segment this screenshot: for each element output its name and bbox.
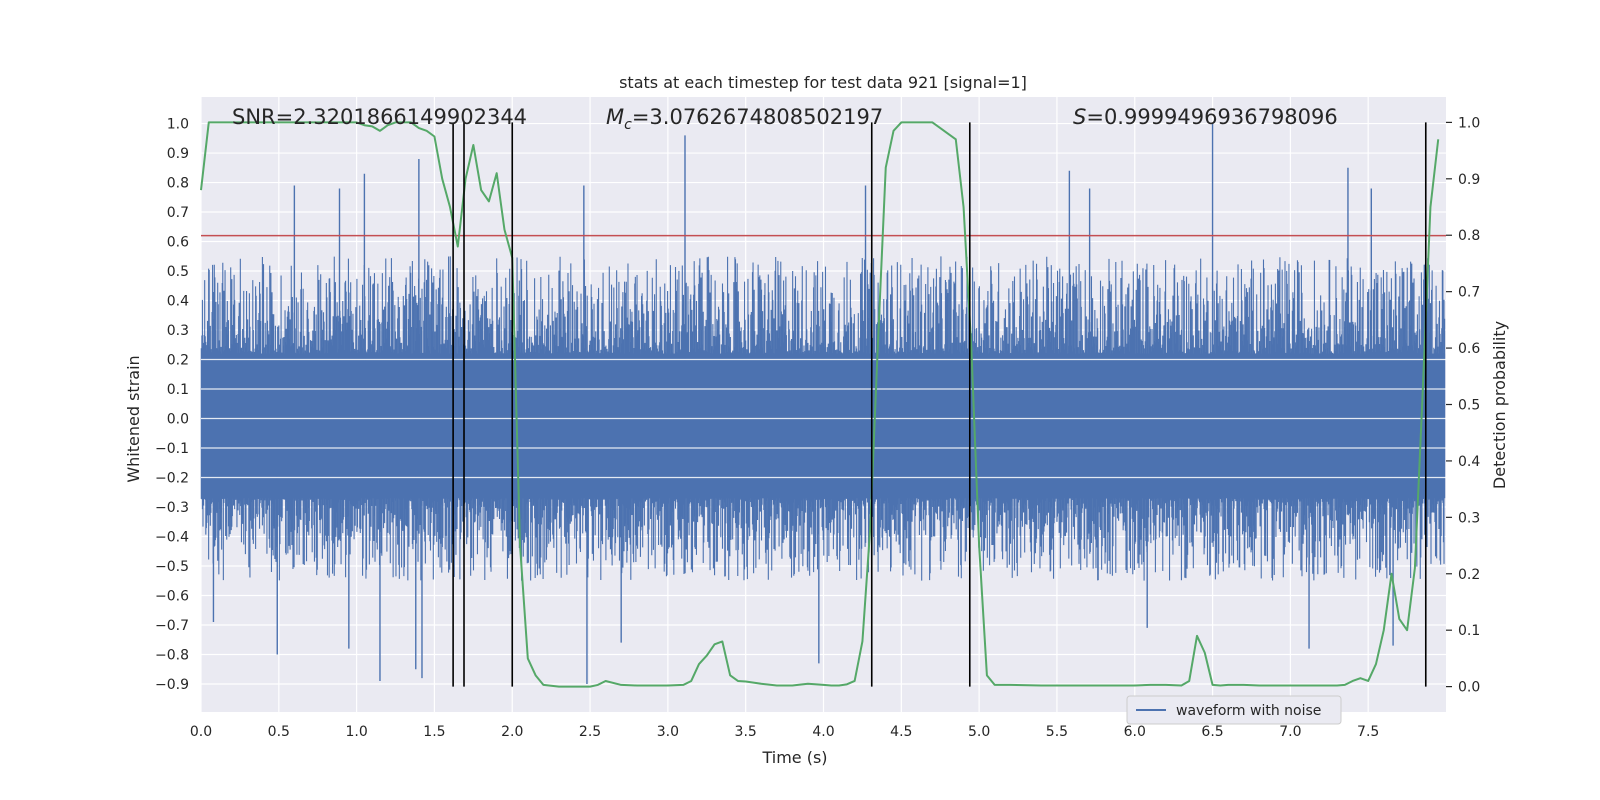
score-annotation: S=0.9999496936798096: [1073, 105, 1338, 129]
y-left-tick-label: 0.8: [167, 176, 189, 192]
y-left-tick-label: 0.7: [167, 205, 189, 221]
chirp-mass-value: =3.0762674808502197: [632, 105, 883, 129]
y-left-tick-label: −0.9: [155, 677, 189, 693]
x-tick-label: 4.0: [812, 724, 834, 740]
legend-box: [1126, 695, 1342, 725]
y-left-tick-label: −0.4: [155, 529, 189, 545]
y-right-tick-label: 0.3: [1458, 510, 1480, 526]
y-right-tick-label: 0.0: [1458, 680, 1480, 696]
x-tick-label: 4.5: [890, 724, 912, 740]
x-tick-label: 1.5: [423, 724, 445, 740]
y-left-tick-label: −0.2: [155, 471, 189, 487]
vertical-markers: [452, 122, 1427, 687]
x-axis-ticks: 0.0 0.5 1.0 1.5 2.0 2.5 3.0 3.5 4.0 4.5 5.0 5.5 6.0 6…: [190, 724, 1379, 740]
chirp-mass-annotation: Mc=3.0762674808502197: [606, 105, 883, 133]
x-tick-label: 3.0: [657, 724, 679, 740]
y-left-tick-label: −0.6: [155, 588, 189, 604]
chart-title: stats at each timestep for test data 921…: [619, 73, 1027, 92]
y-right-tick-label: 0.2: [1458, 567, 1480, 583]
detection-probability-series: [200, 121, 1440, 688]
y-right-tick-label: 0.6: [1458, 341, 1480, 357]
y-right-tick-label: 0.5: [1458, 398, 1480, 414]
y-right-tick-label: 0.1: [1458, 623, 1480, 639]
y-right-tick-label: 0.7: [1458, 285, 1480, 301]
snr-annotation: SNR=2.3201866149902344: [232, 105, 527, 129]
y-left-tick-label: −0.5: [155, 559, 189, 575]
chirp-mass-symbol: M: [606, 105, 624, 129]
x-tick-label: 0.0: [190, 724, 212, 740]
y-right-axis-ticks: 0.0 0.1 0.2 0.3 0.4 0.5 0.6 0.7 0.8 0.9 1.0: [1446, 115, 1480, 696]
y-left-tick-label: 0.5: [167, 264, 189, 280]
score-symbol: S: [1073, 105, 1086, 129]
y-left-tick-label: 1.0: [167, 117, 189, 133]
y-left-tick-label: −0.8: [155, 647, 189, 663]
y-left-tick-label: 0.3: [167, 323, 189, 339]
y-left-tick-label: 0.6: [167, 235, 189, 251]
y-left-tick-label: 0.2: [167, 353, 189, 369]
score-value: =0.9999496936798096: [1086, 105, 1337, 129]
y-left-tick-label: 0.0: [167, 412, 189, 428]
y-left-tick-label: −0.1: [155, 441, 189, 457]
detection-probability-line: [200, 121, 1440, 688]
x-tick-label: 5.0: [968, 724, 990, 740]
x-tick-label: 2.0: [501, 724, 523, 740]
y-left-tick-label: −0.7: [155, 618, 189, 634]
y-right-axis-label: Detection probability: [1490, 321, 1509, 489]
legend-waveform-label: waveform with noise: [1176, 703, 1321, 719]
x-tick-label: 7.0: [1279, 724, 1301, 740]
y-right-tick-label: 0.8: [1458, 228, 1480, 244]
x-tick-label: 1.0: [345, 724, 367, 740]
x-tick-label: 5.5: [1046, 724, 1068, 740]
y-left-axis-label: Whitened strain: [124, 355, 143, 482]
legend: waveform with noise: [1126, 695, 1342, 725]
x-tick-label: 7.5: [1357, 724, 1379, 740]
x-tick-label: 3.5: [735, 724, 757, 740]
chirp-mass-subscript: c: [624, 117, 632, 133]
y-left-tick-label: 0.1: [167, 382, 189, 398]
x-tick-label: 2.5: [579, 724, 601, 740]
x-tick-label: 6.5: [1201, 724, 1223, 740]
x-axis-label: Time (s): [761, 748, 827, 767]
x-tick-label: 0.5: [268, 724, 290, 740]
y-left-tick-label: 0.4: [167, 294, 189, 310]
y-left-tick-label: −0.3: [155, 500, 189, 516]
y-left-axis-ticks: −0.9 −0.8 −0.7 −0.6 −0.5 −0.4 −0.3 −0.2 −0.1 0.0 0…: [155, 117, 189, 693]
y-left-tick-label: 0.9: [167, 146, 189, 162]
y-right-tick-label: 0.9: [1458, 172, 1480, 188]
waveform-series: [200, 123, 1446, 684]
y-right-tick-label: 0.4: [1458, 454, 1480, 470]
x-tick-label: 6.0: [1124, 724, 1146, 740]
y-right-tick-label: 1.0: [1458, 115, 1480, 131]
